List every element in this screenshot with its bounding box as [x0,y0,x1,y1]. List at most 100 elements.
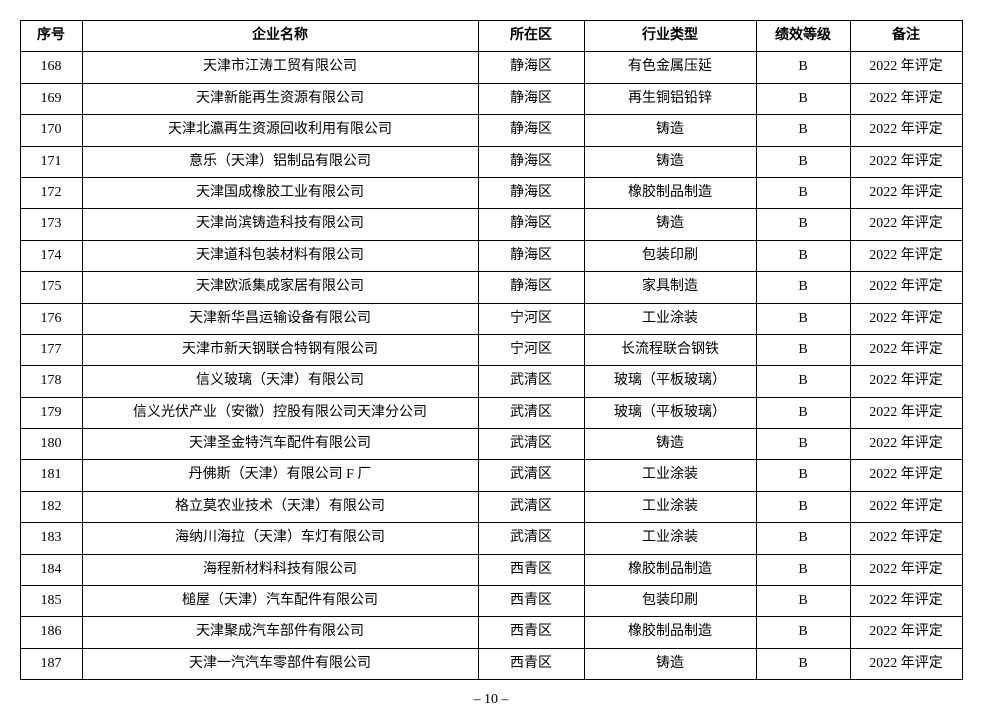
cell-type: 铸造 [584,648,756,679]
cell-grade: B [756,303,850,334]
cell-seq: 178 [20,366,82,397]
cell-type: 铸造 [584,146,756,177]
cell-area: 武清区 [478,460,584,491]
cell-area: 静海区 [478,115,584,146]
cell-name: 天津道科包装材料有限公司 [82,240,478,271]
cell-name: 信义光伏产业（安徽）控股有限公司天津分公司 [82,397,478,428]
cell-seq: 187 [20,648,82,679]
cell-name: 海纳川海拉（天津）车灯有限公司 [82,523,478,554]
cell-note: 2022 年评定 [850,115,962,146]
cell-name: 天津圣金特汽车配件有限公司 [82,429,478,460]
cell-seq: 186 [20,617,82,648]
table-row: 184海程新材料科技有限公司西青区橡胶制品制造B2022 年评定 [20,554,962,585]
cell-area: 静海区 [478,146,584,177]
cell-area: 武清区 [478,491,584,522]
cell-area: 宁河区 [478,303,584,334]
cell-seq: 172 [20,177,82,208]
cell-seq: 180 [20,429,82,460]
enterprise-table: 序号企业名称所在区行业类型绩效等级备注 168天津市江涛工贸有限公司静海区有色金… [20,20,963,680]
cell-note: 2022 年评定 [850,523,962,554]
cell-note: 2022 年评定 [850,648,962,679]
header-grade: 绩效等级 [756,21,850,52]
cell-type: 长流程联合钢铁 [584,334,756,365]
cell-name: 天津市江涛工贸有限公司 [82,52,478,83]
cell-type: 铸造 [584,115,756,146]
cell-grade: B [756,429,850,460]
cell-seq: 179 [20,397,82,428]
cell-seq: 177 [20,334,82,365]
cell-type: 包装印刷 [584,240,756,271]
cell-note: 2022 年评定 [850,366,962,397]
header-type: 行业类型 [584,21,756,52]
cell-grade: B [756,648,850,679]
cell-seq: 185 [20,586,82,617]
cell-grade: B [756,272,850,303]
cell-grade: B [756,554,850,585]
cell-note: 2022 年评定 [850,334,962,365]
cell-note: 2022 年评定 [850,52,962,83]
cell-note: 2022 年评定 [850,177,962,208]
cell-area: 静海区 [478,52,584,83]
table-row: 176天津新华昌运输设备有限公司宁河区工业涂装B2022 年评定 [20,303,962,334]
cell-grade: B [756,209,850,240]
cell-note: 2022 年评定 [850,146,962,177]
cell-seq: 182 [20,491,82,522]
cell-area: 西青区 [478,648,584,679]
table-row: 183海纳川海拉（天津）车灯有限公司武清区工业涂装B2022 年评定 [20,523,962,554]
cell-name: 天津尚滨铸造科技有限公司 [82,209,478,240]
table-row: 175天津欧派集成家居有限公司静海区家具制造B2022 年评定 [20,272,962,303]
cell-name: 天津一汽汽车零部件有限公司 [82,648,478,679]
cell-note: 2022 年评定 [850,491,962,522]
cell-name: 天津市新天钢联合特钢有限公司 [82,334,478,365]
table-row: 186天津聚成汽车部件有限公司西青区橡胶制品制造B2022 年评定 [20,617,962,648]
cell-name: 天津新能再生资源有限公司 [82,83,478,114]
cell-grade: B [756,177,850,208]
cell-type: 铸造 [584,209,756,240]
cell-type: 工业涂装 [584,460,756,491]
table-row: 181丹佛斯（天津）有限公司 F 厂武清区工业涂装B2022 年评定 [20,460,962,491]
cell-type: 有色金属压延 [584,52,756,83]
cell-type: 橡胶制品制造 [584,554,756,585]
cell-area: 静海区 [478,177,584,208]
cell-name: 天津聚成汽车部件有限公司 [82,617,478,648]
cell-note: 2022 年评定 [850,617,962,648]
cell-grade: B [756,523,850,554]
cell-note: 2022 年评定 [850,397,962,428]
cell-name: 信义玻璃（天津）有限公司 [82,366,478,397]
cell-seq: 184 [20,554,82,585]
page-number: – 10 – [474,692,509,708]
cell-note: 2022 年评定 [850,429,962,460]
cell-area: 静海区 [478,83,584,114]
cell-area: 静海区 [478,209,584,240]
cell-grade: B [756,52,850,83]
cell-grade: B [756,115,850,146]
cell-note: 2022 年评定 [850,83,962,114]
cell-grade: B [756,397,850,428]
table-body: 168天津市江涛工贸有限公司静海区有色金属压延B2022 年评定169天津新能再… [20,52,962,680]
cell-name: 天津欧派集成家居有限公司 [82,272,478,303]
cell-name: 天津新华昌运输设备有限公司 [82,303,478,334]
table-row: 177天津市新天钢联合特钢有限公司宁河区长流程联合钢铁B2022 年评定 [20,334,962,365]
cell-seq: 169 [20,83,82,114]
table-row: 178信义玻璃（天津）有限公司武清区玻璃（平板玻璃）B2022 年评定 [20,366,962,397]
header-area: 所在区 [478,21,584,52]
header-row: 序号企业名称所在区行业类型绩效等级备注 [20,21,962,52]
cell-seq: 183 [20,523,82,554]
cell-grade: B [756,460,850,491]
table-row: 168天津市江涛工贸有限公司静海区有色金属压延B2022 年评定 [20,52,962,83]
cell-grade: B [756,240,850,271]
cell-type: 工业涂装 [584,303,756,334]
table-row: 171意乐（天津）铝制品有限公司静海区铸造B2022 年评定 [20,146,962,177]
cell-seq: 176 [20,303,82,334]
table-row: 185槌屋（天津）汽车配件有限公司西青区包装印刷B2022 年评定 [20,586,962,617]
cell-type: 工业涂装 [584,523,756,554]
cell-grade: B [756,146,850,177]
cell-seq: 168 [20,52,82,83]
cell-grade: B [756,366,850,397]
cell-grade: B [756,83,850,114]
cell-area: 西青区 [478,617,584,648]
cell-note: 2022 年评定 [850,209,962,240]
cell-area: 武清区 [478,429,584,460]
cell-seq: 173 [20,209,82,240]
cell-name: 海程新材料科技有限公司 [82,554,478,585]
